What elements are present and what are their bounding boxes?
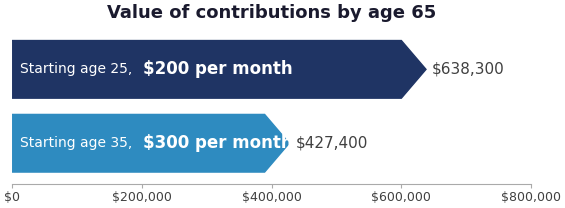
Text: Starting age 35,: Starting age 35, xyxy=(20,136,141,150)
Text: $300 per month: $300 per month xyxy=(143,134,293,152)
Text: Starting age 25,: Starting age 25, xyxy=(20,62,141,76)
Text: $200 per month: $200 per month xyxy=(143,60,293,78)
Text: $427,400: $427,400 xyxy=(295,136,368,151)
FancyArrow shape xyxy=(12,114,289,172)
FancyArrow shape xyxy=(12,41,426,98)
Title: Value of contributions by age 65: Value of contributions by age 65 xyxy=(107,4,436,22)
Text: $638,300: $638,300 xyxy=(432,62,505,77)
